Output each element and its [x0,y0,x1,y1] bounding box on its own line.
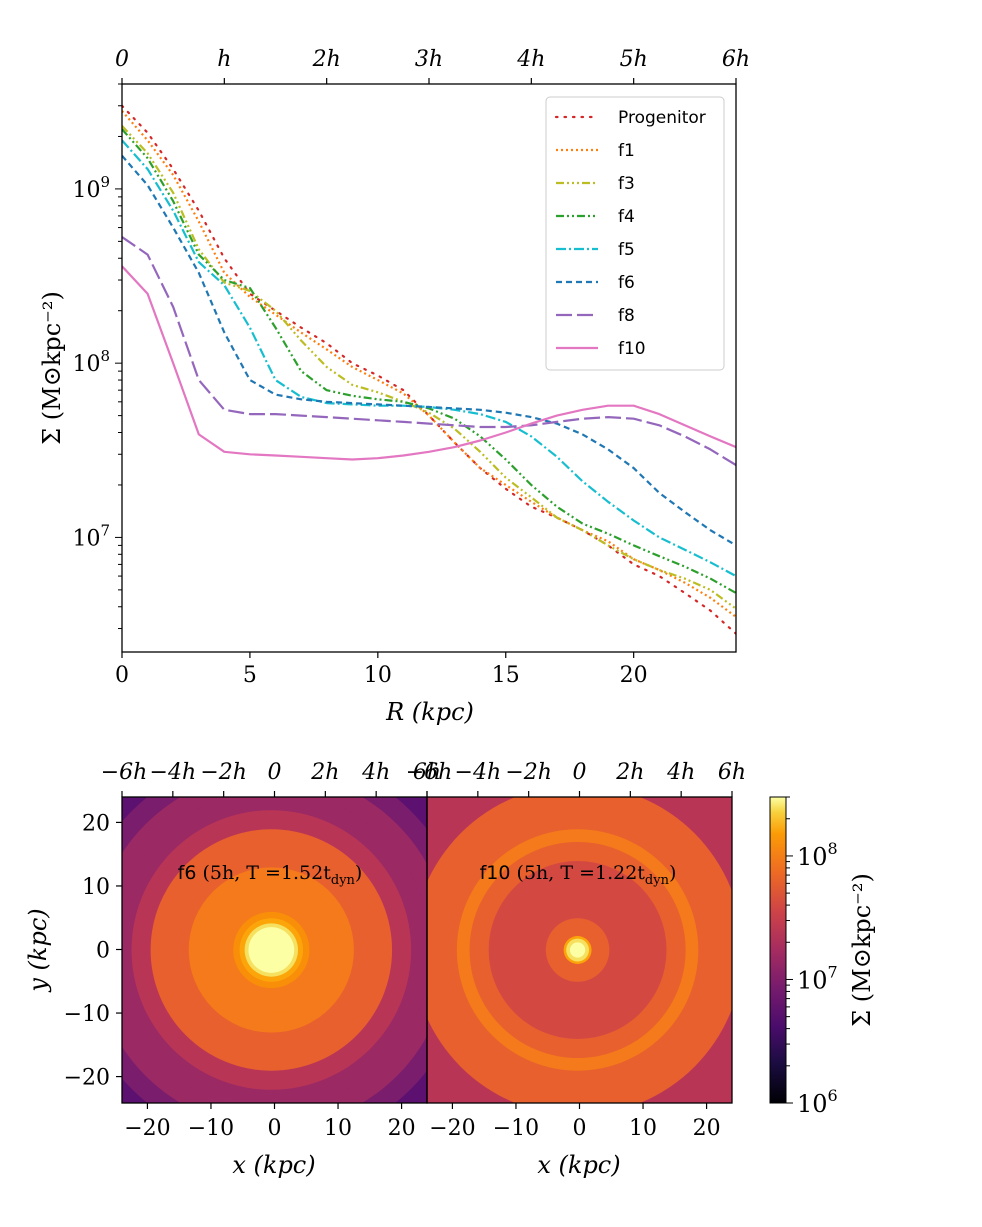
profile-ylabel: Σ (M⊙kpc⁻²) [38,291,66,445]
map-top-tick-label: −2h [505,760,552,785]
legend-label-f1: f1 [618,141,635,161]
legend-label-f4: f4 [618,207,635,227]
map-y-tick-label: 0 [96,939,110,964]
colorbar-label: Σ (M⊙kpc⁻²) [848,873,876,1027]
map-top-tick-label: 6h [718,760,746,785]
map-top-tick-label: 4h [666,760,695,785]
colorbar-ticks: 106 107 108 [786,796,838,1118]
map-x-tick-label: −10 [493,1116,539,1141]
y-tick-label: 107 [72,521,110,551]
map-top-tick-label: −4h [150,760,197,785]
map-f6-rings [122,797,427,1103]
top-h-tick-label: 3h [415,47,443,72]
series-line-f10 [122,265,736,461]
map-x-tick-label: 20 [693,1116,721,1141]
top-h-tick-label: 2h [312,47,341,72]
map-f6 [122,797,427,1103]
legend-label-f10: f10 [618,339,646,359]
legend-items: Progenitor f1 f3 f4 f5 f6 f8 f10 [554,108,706,359]
colorbar-tick-label: 107 [797,962,838,994]
x-tick-label: 15 [492,663,520,688]
profile-top-h-ticks: 0 h 2h 3h 4h 5h 6h [115,47,750,84]
map-ylabel: y (kpc) [24,908,52,992]
map-y-tick-label: −20 [64,1066,110,1091]
profile-xlabel: R (kpc) [385,698,474,726]
map-top-tick-label: −6h [406,760,453,785]
y-tick-label: 108 [72,347,110,377]
density-maps: f6 (5h, T =1.52tdyn) f10 (5h, T =1.22tdy… [24,760,876,1179]
top-h-tick-label: 6h [722,47,750,72]
y-tick-label: 109 [72,173,110,203]
map-x-tick-label: 10 [629,1116,657,1141]
map-x-tick-label: 10 [324,1116,352,1141]
series-line-f3 [122,125,736,610]
series-line-f4 [122,128,736,594]
legend-label-f8: f8 [618,306,635,326]
map-f6-xlabel: x (kpc) [232,1151,315,1179]
top-h-tick-label: 5h [620,47,648,72]
map-top-tick-label: −6h [101,760,148,785]
series-line-f1 [122,110,736,618]
map-f10-annotation: f10 (5h, T =1.22tdyn) [480,862,677,888]
map-x-tick-label: 0 [573,1116,587,1141]
legend: Progenitor f1 f3 f4 f5 f6 f8 f10 [545,96,725,371]
profile-x-ticks: 0 5 10 15 20 [115,652,648,688]
map-f10 [427,797,732,1103]
legend-label-f3: f3 [618,174,635,194]
map-y-tick-label: −10 [64,1002,110,1027]
top-h-tick-label: 0 [115,47,129,72]
map-x-tick-label: −20 [429,1116,475,1141]
x-tick-label: 0 [115,663,129,688]
map-x-tick-label: 0 [268,1116,282,1141]
legend-label-progenitor: Progenitor [618,108,706,128]
map-x-tick-label: −20 [124,1116,170,1141]
profile-y-ticks: 107 108 109 [72,83,122,630]
x-tick-label: 5 [243,663,257,688]
map-top-tick-label: 4h [361,760,390,785]
map-x-tick-label: 20 [388,1116,416,1141]
profile-series-group [122,104,736,635]
density-ring [248,927,295,973]
colorbar-tick-label: 108 [797,839,838,871]
colorbar [769,796,787,1104]
density-ring [569,942,586,958]
top-h-tick-label: h [217,47,231,72]
colorbar-tick-label: 106 [797,1086,838,1118]
map-top-tick-label: 6h [413,760,441,785]
series-line-f6 [122,154,736,547]
map-x-tick-label: −10 [188,1116,234,1141]
map-top-tick-label: −4h [455,760,502,785]
top-h-tick-label: 4h [516,47,545,72]
map-top-tick-label: 2h [615,760,644,785]
map-top-tick-label: −2h [200,760,247,785]
map-top-tick-label: 0 [573,760,587,785]
legend-box [545,96,725,371]
x-tick-label: 20 [620,663,648,688]
series-line-f8 [122,236,736,467]
legend-label-f5: f5 [618,240,635,260]
map-f10-xlabel: x (kpc) [537,1151,620,1179]
map-y-tick-label: 20 [82,811,110,836]
map-top-tick-label: 2h [310,760,339,785]
map-ticks: −20 −10 0 10 20−6h −4h −2h 0 2h 4h 6h−20 −10 0 10 20−6… [64,760,747,1141]
map-top-tick-label: 0 [268,760,282,785]
map-f6-annotation: f6 (5h, T =1.52tdyn) [178,862,363,888]
legend-label-f6: f6 [618,273,635,293]
map-y-tick-label: 10 [82,875,110,900]
map-f10-rings [427,797,732,1103]
x-tick-label: 10 [364,663,392,688]
